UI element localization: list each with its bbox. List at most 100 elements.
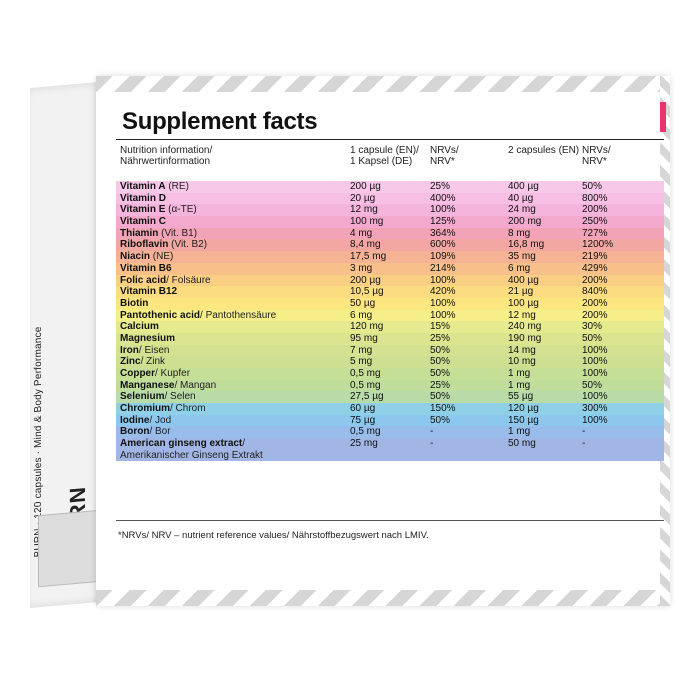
amount-two-capsules: 35 mg [508,251,536,263]
amount-one-capsule: 4 mg [350,227,373,239]
amount-two-capsules: 1 mg [508,368,531,379]
table-row: Chromium/ Chrom 60 µg 150% 120 µg 300% [116,403,664,415]
nutrient-name: American ginseng extract/ [120,438,246,450]
nutrient-name: Copper/ Kupfer [120,368,191,379]
nutrient-name: Vitamin B6 [120,262,172,274]
header-one-capsule: 1 capsule (EN)/1 Kapsel (DE) [350,145,419,167]
nrv-one-capsule: - [430,438,434,450]
nrv-one-capsule: 100% [430,204,456,216]
nrv-one-capsule: 214% [430,262,456,274]
nutrient-name: Pantothenic acid/ Pantothensäure [120,309,277,321]
table-row: Riboflavin (Vit. B2) 8,4 mg 600% 16,8 mg 120… [116,239,664,252]
nutrient-name: Folic acid/ Folsäure [120,274,211,286]
amount-one-capsule: 17,5 mg [350,251,387,263]
nrv-one-capsule: 50% [430,368,451,379]
table-row: Pantothenic acid/ Pantothensäure 6 mg 100%… [116,309,664,322]
nutrient-name: Selenium/ Selen [120,391,196,403]
nrv-two-capsules: 100% [582,356,608,368]
table-row: Vitamin B6 3 mg 214% 6 mg 429% [116,262,664,275]
amount-one-capsule: 27,5 µg [350,391,384,403]
nutrient-name: Manganese/ Mangan [120,379,217,391]
nrv-two-capsules: 50% [582,332,603,344]
amount-one-capsule: 12 mg [350,204,378,216]
amount-one-capsule: 100 mg [350,216,384,228]
side-panel-barcode-area [38,510,98,588]
nrv-one-capsule: 25% [430,379,451,391]
nutrient-name: Iodine/ Jod [120,414,172,426]
table-row: Vitamin B12 10,5 µg 420% 21 µg 840% [116,286,664,298]
nrv-one-capsule: 100% [430,309,456,321]
amount-one-capsule: 0,5 mg [350,379,381,391]
table-row: Vitamin D 20 µg 400% 40 µg 800% [116,192,664,205]
nrv-one-capsule: 364% [430,227,456,239]
nutrient-name: Magnesium [120,332,176,344]
stripe-border-bottom [96,590,670,606]
nutrient-name: Chromium/ Chrom [120,403,206,415]
table-row: Folic acid/ Folsäure 200 µg 100% 400 µg 200% [116,274,664,287]
nrv-one-capsule: 50% [430,391,451,403]
table-header: Nutrition information/Nährwertinformatio… [116,139,664,181]
nrv-two-capsules: - [582,438,586,450]
nrv-one-capsule: 600% [430,239,456,251]
amount-two-capsules: 40 µg [508,192,534,204]
nrv-two-capsules: 200% [582,297,608,309]
side-panel-brand-text: BURN [65,112,100,555]
table-row: Calcium 120 mg 15% 240 mg 30% [116,321,664,333]
nrv-two-capsules: 800% [582,192,608,204]
amount-two-capsules: 1 mg [508,426,531,438]
table-row: Vitamin A (RE) 200 µg 25% 400 µg 50% [116,181,664,193]
table-row: Vitamin E (α-TE) 12 mg 100% 24 mg 200% [116,204,664,217]
amount-two-capsules: 12 mg [508,309,536,321]
nutrient-name: Boron/ Bor [120,426,171,438]
amount-one-capsule: 0,5 mg [350,368,381,379]
nrv-two-capsules: 100% [582,414,608,426]
nrv-one-capsule: 420% [430,286,456,298]
nrv-one-capsule: 15% [430,321,451,333]
stripe-border-right [660,76,670,606]
amount-one-capsule: 25 mg [350,438,378,450]
header-nrv-two: NRVs/NRV* [582,145,611,167]
amount-one-capsule: 95 mg [350,332,378,344]
table-row: Niacin (NE) 17,5 mg 109% 35 mg 219% [116,251,664,263]
nrv-one-capsule: 100% [430,274,456,286]
amount-one-capsule: 50 µg [350,297,376,309]
table-body: Vitamin A (RE) 200 µg 25% 400 µg 50% Vitamin … [116,181,664,462]
supplement-facts-table: Nutrition information/Nährwertinformatio… [116,139,664,462]
header-nutrition-information: Nutrition information/Nährwertinformatio… [120,145,213,167]
amount-one-capsule: 0,5 mg [350,426,381,438]
amount-two-capsules: 120 µg [508,403,539,415]
amount-two-capsules: 190 mg [508,332,542,344]
nrv-one-capsule: 400% [430,192,456,204]
amount-one-capsule: 20 µg [350,192,376,204]
amount-one-capsule: 8,4 mg [350,239,381,251]
nrv-two-capsules: 200% [582,309,608,321]
accent-mark [660,102,666,132]
nrv-one-capsule: 50% [430,414,451,426]
nrv-two-capsules: 100% [582,344,608,356]
nrv-two-capsules: 50% [582,181,603,192]
amount-two-capsules: 400 µg [508,181,539,192]
header-nrv-one: NRVs/NRV* [430,145,459,167]
amount-two-capsules: 14 mg [508,344,536,356]
nrv-two-capsules: - [582,426,586,438]
nrv-two-capsules: 50% [582,379,603,391]
table-row: Zinc/ Zink 5 mg 50% 10 mg 100% [116,356,664,368]
amount-one-capsule: 6 mg [350,309,373,321]
amount-one-capsule: 7 mg [350,344,373,356]
amount-one-capsule: 200 µg [350,181,381,192]
box-side-panel: BURN · 120 capsules · Mind & Body Perfor… [30,81,105,608]
nutrient-name: Vitamin D [120,192,166,204]
amount-one-capsule: 5 mg [350,356,373,368]
amount-two-capsules: 10 mg [508,356,536,368]
nrv-one-capsule: 50% [430,344,451,356]
supplement-facts-title: Supplement facts [122,108,318,135]
table-row: Boron/ Bor 0,5 mg - 1 mg - [116,426,664,439]
amount-two-capsules: 400 µg [508,274,539,286]
table-row: Biotin 50 µg 100% 100 µg 200% [116,297,664,310]
amount-one-capsule: 75 µg [350,414,376,426]
nutrient-name: Iron/ Eisen [120,344,170,356]
nrv-two-capsules: 250% [582,216,608,228]
nutrient-name: Vitamin B12 [120,286,178,298]
amount-two-capsules: 16,8 mg [508,239,545,251]
nutrient-name: Vitamin E (α-TE) [120,204,197,216]
